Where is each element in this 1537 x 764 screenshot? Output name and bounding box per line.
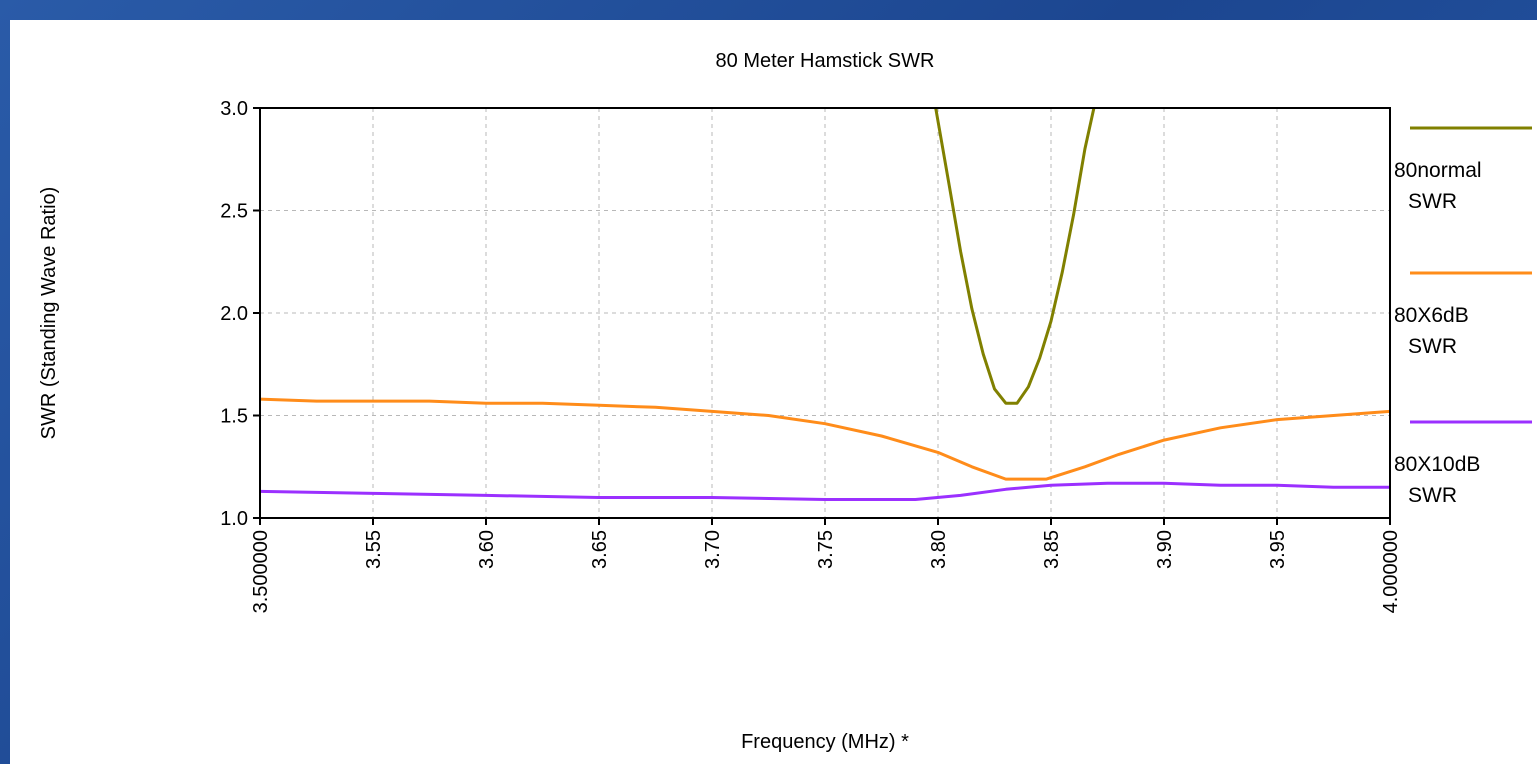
series-lines <box>260 108 1390 501</box>
x-tick-label: 3.70 <box>702 530 724 569</box>
x-axis-label: Frequency (MHz) * <box>741 731 909 753</box>
grid-lines <box>260 108 1390 518</box>
x-tick-label: 3.95 <box>1267 530 1289 569</box>
y-tick-label: 2.5 <box>220 201 248 223</box>
legend: 80normal SWR 80X6dB SWR 80X10dB SWR <box>1394 126 1532 507</box>
series-line-80x6db <box>260 397 1390 481</box>
legend-label: SWR <box>1408 335 1457 358</box>
x-tick-label: 3.55 <box>363 530 385 569</box>
series-line-80normal <box>934 108 1096 405</box>
x-tick-label: 3.75 <box>815 530 837 569</box>
axis-ticks: 3.500000 3.55 3.60 3.65 3.70 3.75 3.80 3.85 3.90… <box>220 98 1402 613</box>
y-tick-label: 1.5 <box>220 406 248 428</box>
legend-label: SWR <box>1408 484 1457 507</box>
legend-label: 80normal <box>1394 159 1482 182</box>
legend-label: 80X10dB <box>1394 453 1480 476</box>
chart-panel: 80 Meter Hamstick SWR SWR (Standing Wave… <box>10 20 1537 764</box>
chart-title: 80 Meter Hamstick SWR <box>716 50 935 72</box>
swr-chart: 80 Meter Hamstick SWR SWR (Standing Wave… <box>38 50 1532 753</box>
y-axis-label: SWR (Standing Wave Ratio) <box>38 187 60 440</box>
x-tick-label: 4.000000 <box>1380 530 1402 613</box>
x-tick-label: 3.90 <box>1154 530 1176 569</box>
x-tick-label: 3.85 <box>1041 530 1063 569</box>
series-line-80x10db <box>260 481 1390 501</box>
legend-label: 80X6dB <box>1394 304 1469 327</box>
y-tick-label: 3.0 <box>220 98 248 120</box>
legend-label: SWR <box>1408 190 1457 213</box>
y-tick-label: 1.0 <box>220 508 248 530</box>
x-tick-label: 3.65 <box>589 530 611 569</box>
y-tick-label: 2.0 <box>220 303 248 325</box>
x-tick-label: 3.500000 <box>250 530 272 613</box>
x-tick-label: 3.80 <box>928 530 950 569</box>
x-tick-label: 3.60 <box>476 530 498 569</box>
